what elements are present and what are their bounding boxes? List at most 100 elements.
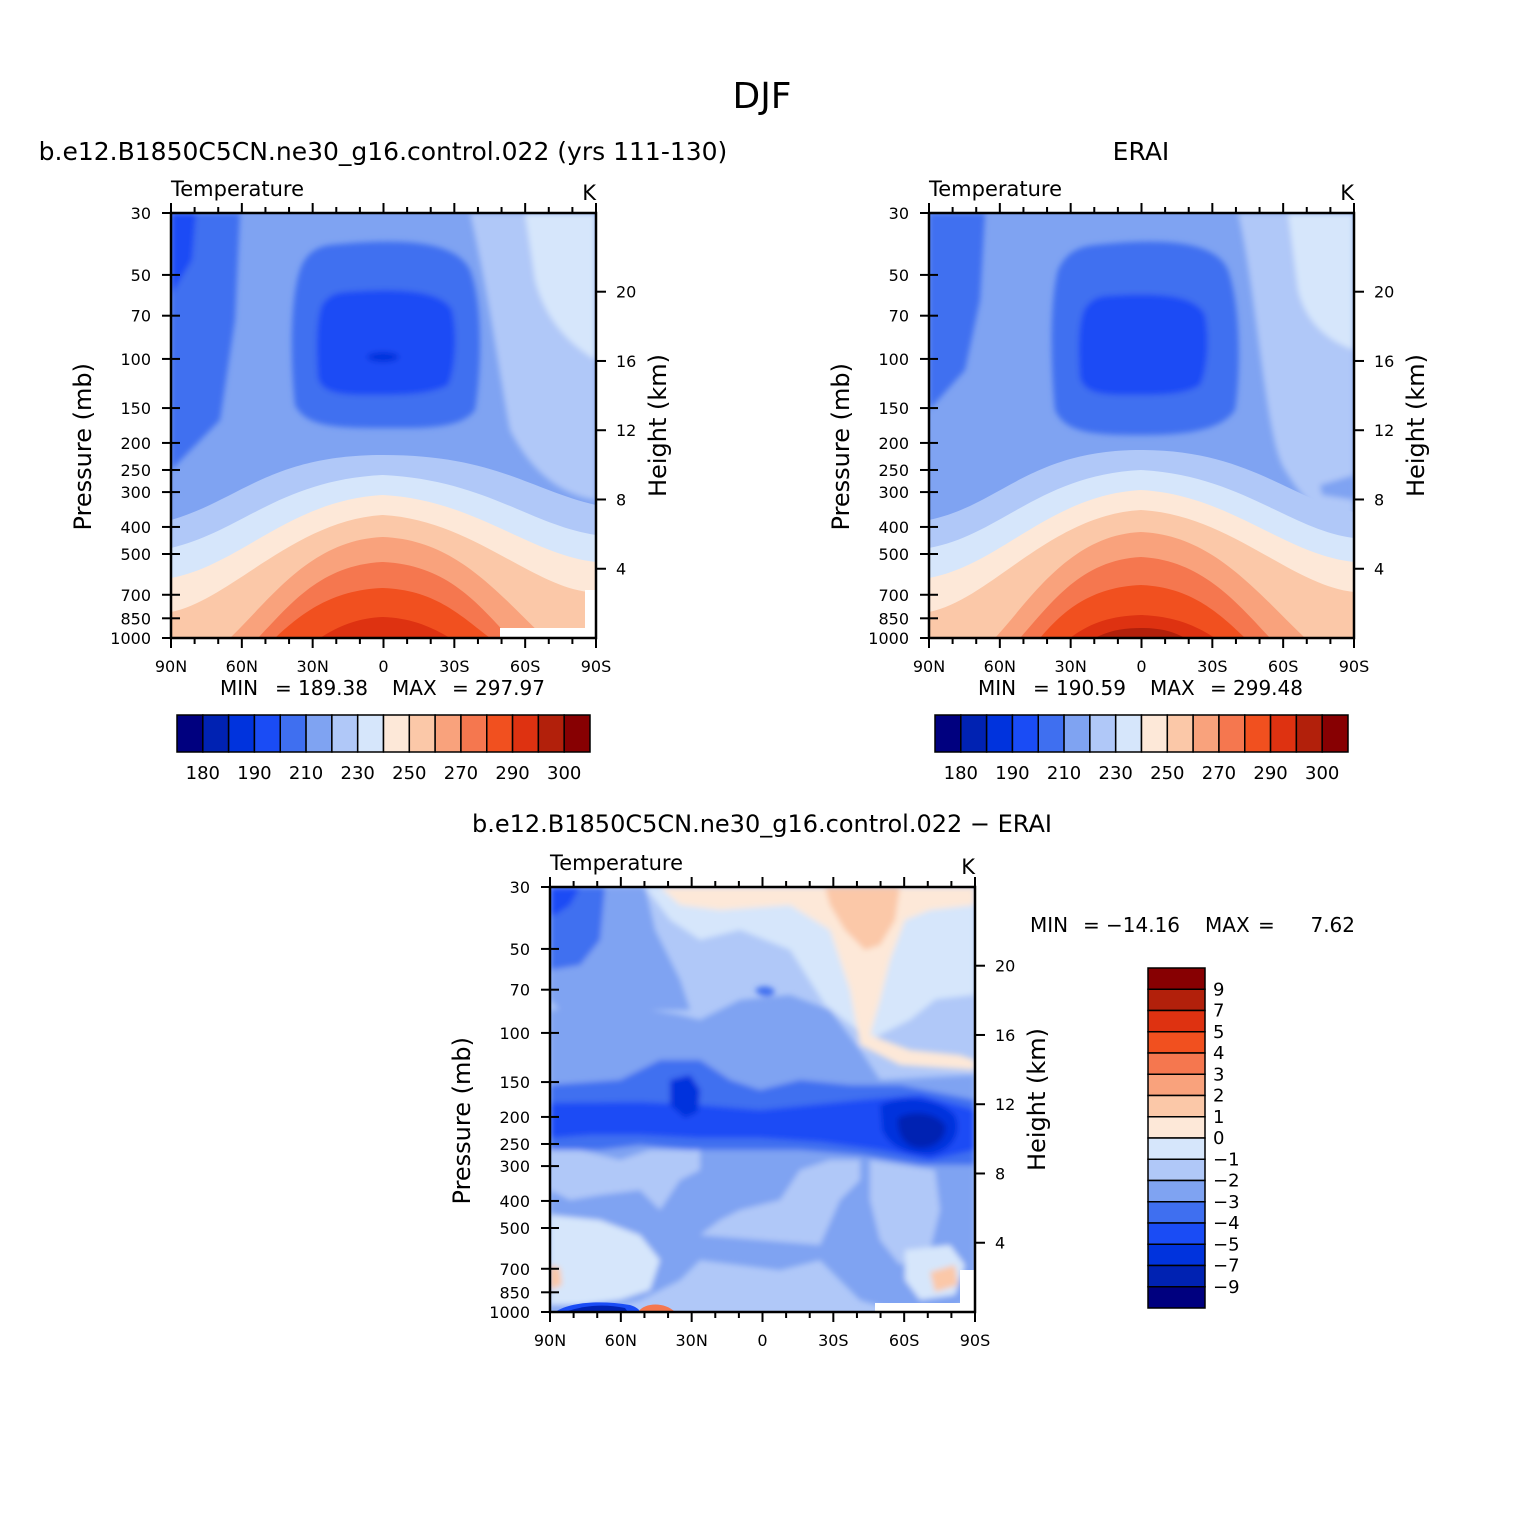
y2-tick-label: 4: [995, 1234, 1005, 1253]
colorbar-label: 250: [1150, 763, 1184, 784]
axes: 90N 60N 30N 0 30S 60S 90S 30 50 70 100 150 200 250 300…: [69, 203, 672, 676]
colorbar-label: −3: [1213, 1192, 1240, 1213]
colorbar-swatch: [1011, 714, 1039, 753]
contour-band: [550, 1150, 700, 1210]
x-tick-label: 90N: [534, 1331, 566, 1350]
y2-tick-label: 8: [1374, 490, 1384, 509]
right-label: K: [1340, 181, 1355, 205]
colorbar-swatch: [1321, 714, 1349, 753]
colorbar-swatch: [1063, 714, 1091, 753]
panel-title: b.e12.B1850C5CN.ne30_g16.control.022 (yr…: [39, 137, 728, 166]
colorbar-swatch: [1147, 1009, 1206, 1033]
y-tick-label: 50: [510, 940, 530, 959]
colorbar-label: 190: [237, 763, 271, 784]
y-tick-label: 50: [889, 266, 909, 285]
stats-min-value: 189.38: [298, 676, 368, 700]
stats-max-label: MAX: [1150, 676, 1195, 700]
axes: 90N 60N 30N 0 30S 60S 90S 30 50 70 100 150 200 250 300…: [448, 877, 1051, 1350]
contour-band: [550, 1215, 660, 1305]
y-tick-label: 400: [878, 518, 909, 537]
colorbar-swatch: [1147, 1073, 1206, 1097]
contour-band: [660, 887, 975, 1070]
x-tick-label: 90N: [913, 657, 945, 676]
x-tick-label: 90N: [155, 657, 187, 676]
y-tick-label: 300: [499, 1157, 530, 1176]
x-tick-label: 30N: [297, 657, 329, 676]
contour-band: [1078, 294, 1208, 395]
x-tick-label: 90S: [960, 1331, 991, 1350]
colorbar-swatch: [486, 714, 514, 753]
panel-difference: b.e12.B1850C5CN.ne30_g16.control.022 − E…: [448, 810, 1355, 1350]
colorbar-swatch: [1147, 1179, 1206, 1203]
contour-band: [638, 1304, 675, 1312]
colorbar-swatch: [511, 714, 540, 753]
stats-eq: =: [1083, 913, 1100, 937]
y-tick-label: 70: [510, 981, 530, 1000]
stats-max-label: MAX: [392, 676, 437, 700]
contour-band: [1070, 615, 1215, 638]
missing-data: [500, 628, 596, 638]
y-tick-label: 100: [878, 350, 909, 369]
y2-tick-label: 4: [616, 560, 626, 579]
y-tick-label: 850: [120, 609, 151, 628]
y-tick-label: 1000: [110, 629, 151, 648]
colorbar-swatch: [563, 714, 591, 753]
y-tick-label: 500: [878, 545, 909, 564]
left-label: Temperature: [170, 177, 304, 201]
colorbar-swatch: [1089, 714, 1117, 753]
colorbar-label: 2: [1213, 1086, 1224, 1107]
stats-eq: =: [1033, 676, 1050, 700]
colorbar-swatch: [1147, 1137, 1206, 1160]
colorbar-label: 290: [1253, 763, 1287, 784]
colorbar-swatch: [408, 714, 436, 753]
x-tick-label: 30S: [439, 657, 470, 676]
y2-tick-label: 16: [995, 1026, 1015, 1045]
y2-axis-label: Height (km): [1023, 1028, 1051, 1171]
x-tick-label: 30N: [676, 1331, 708, 1350]
y2-tick-label: 8: [995, 1164, 1005, 1183]
colorbar-swatch: [1192, 714, 1220, 753]
y-tick-label: 500: [499, 1219, 530, 1238]
colorbar-swatch: [1295, 714, 1323, 753]
missing-data: [875, 1303, 960, 1312]
stats-eq: =: [1258, 913, 1275, 937]
y2-tick-label: 16: [616, 352, 636, 371]
y2-tick-label: 16: [1374, 352, 1394, 371]
colorbar-label: 250: [392, 763, 426, 784]
colorbar-swatch: [1114, 714, 1143, 753]
colorbar-label: 9: [1213, 979, 1224, 1000]
y2-tick-label: 20: [1374, 283, 1394, 302]
contour-band: [700, 1160, 860, 1245]
colorbar-swatch: [1147, 1094, 1206, 1118]
colorbar-swatch: [331, 714, 359, 753]
colorbar-swatch: [1218, 714, 1246, 753]
y-axis-label: Pressure (mb): [448, 1037, 476, 1204]
contour-band: [320, 617, 450, 638]
contour-band: [755, 986, 775, 997]
colorbar-swatch: [434, 714, 462, 753]
stats-min-value: 190.59: [1056, 676, 1126, 700]
x-tick-label: 30S: [818, 1331, 849, 1350]
colorbar-label: 4: [1213, 1043, 1224, 1064]
contour-band: [1040, 585, 1245, 638]
contour-band: [1320, 475, 1354, 500]
contour-band: [825, 887, 900, 950]
contour-band: [1095, 628, 1185, 638]
x-tick-label: 60S: [510, 657, 541, 676]
y-tick-label: 100: [499, 1024, 530, 1043]
colorbar-swatch: [279, 714, 307, 753]
stats-max-value: 299.48: [1233, 676, 1303, 700]
contour-band: [525, 213, 596, 360]
colorbar-label: 180: [186, 763, 220, 784]
contour-band: [1288, 213, 1354, 350]
y-tick-label: 200: [499, 1108, 530, 1127]
colorbar-label: 270: [1202, 763, 1236, 784]
contour-band: [897, 1113, 946, 1148]
y-tick-label: 200: [120, 434, 151, 453]
contour-band: [929, 213, 985, 410]
colorbar-label: 190: [995, 763, 1029, 784]
y-tick-label: 300: [120, 483, 151, 502]
x-tick-label: 60S: [1268, 657, 1299, 676]
